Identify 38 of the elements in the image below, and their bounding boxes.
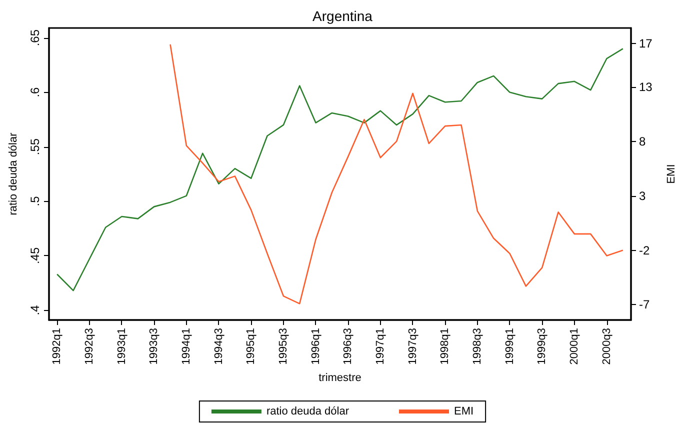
y2-tick-label: 3 — [639, 188, 646, 203]
x-tick-label: 1995q3 — [277, 328, 290, 365]
x-tick-label: 1992q1 — [51, 328, 64, 365]
line-series — [56, 48, 624, 292]
x-tick-label: 1993q1 — [116, 328, 128, 365]
x-tick-label: 1997q1 — [374, 328, 386, 365]
x-tick-label: 2000q1 — [568, 328, 580, 365]
y-tick-label: .65 — [28, 29, 42, 46]
y-tick-label: .45 — [28, 247, 42, 264]
y-tick-label: .6 — [28, 86, 42, 98]
y-tick-label: .4 — [28, 304, 42, 316]
x-tick-label: 1998q3 — [471, 328, 484, 365]
y2-tick-label: 17 — [639, 36, 653, 50]
x-tick-label: 1997q3 — [406, 328, 419, 365]
legend-label: EMI — [454, 406, 474, 418]
line-series — [170, 44, 624, 304]
x-tick-label: 1996q3 — [342, 328, 354, 365]
y2-tick-label: -2 — [639, 243, 650, 258]
y-tick-label: .5 — [28, 196, 42, 206]
x-tick-label: 1999q3 — [536, 328, 548, 365]
legend-label: ratio deuda dólar — [266, 406, 350, 418]
x-tick-label: 1993q3 — [148, 328, 160, 365]
x-tick-label: 2000q3 — [600, 328, 613, 365]
x-tick-label: 1994q1 — [180, 328, 192, 365]
y2-tick-label: -7 — [639, 298, 650, 312]
x-tick-label: 1998q1 — [439, 328, 452, 365]
y-axis-title: ratio deuda dólar — [8, 132, 20, 216]
x-tick-label: 1995q1 — [245, 328, 258, 365]
x-tick-label: 1992q3 — [83, 328, 96, 365]
y2-tick-label: 13 — [639, 80, 653, 94]
x-tick-label: 1999q1 — [504, 328, 516, 365]
chart-title: Argentina — [312, 8, 373, 24]
y2-axis-title: EMI — [666, 164, 678, 184]
y2-tick-label: 8 — [639, 134, 646, 148]
y-tick-label: .55 — [28, 138, 42, 156]
x-tick-label: 1994q3 — [212, 328, 225, 365]
x-tick-label: 1996q1 — [310, 328, 322, 365]
x-axis-title: trimestre — [318, 372, 362, 384]
